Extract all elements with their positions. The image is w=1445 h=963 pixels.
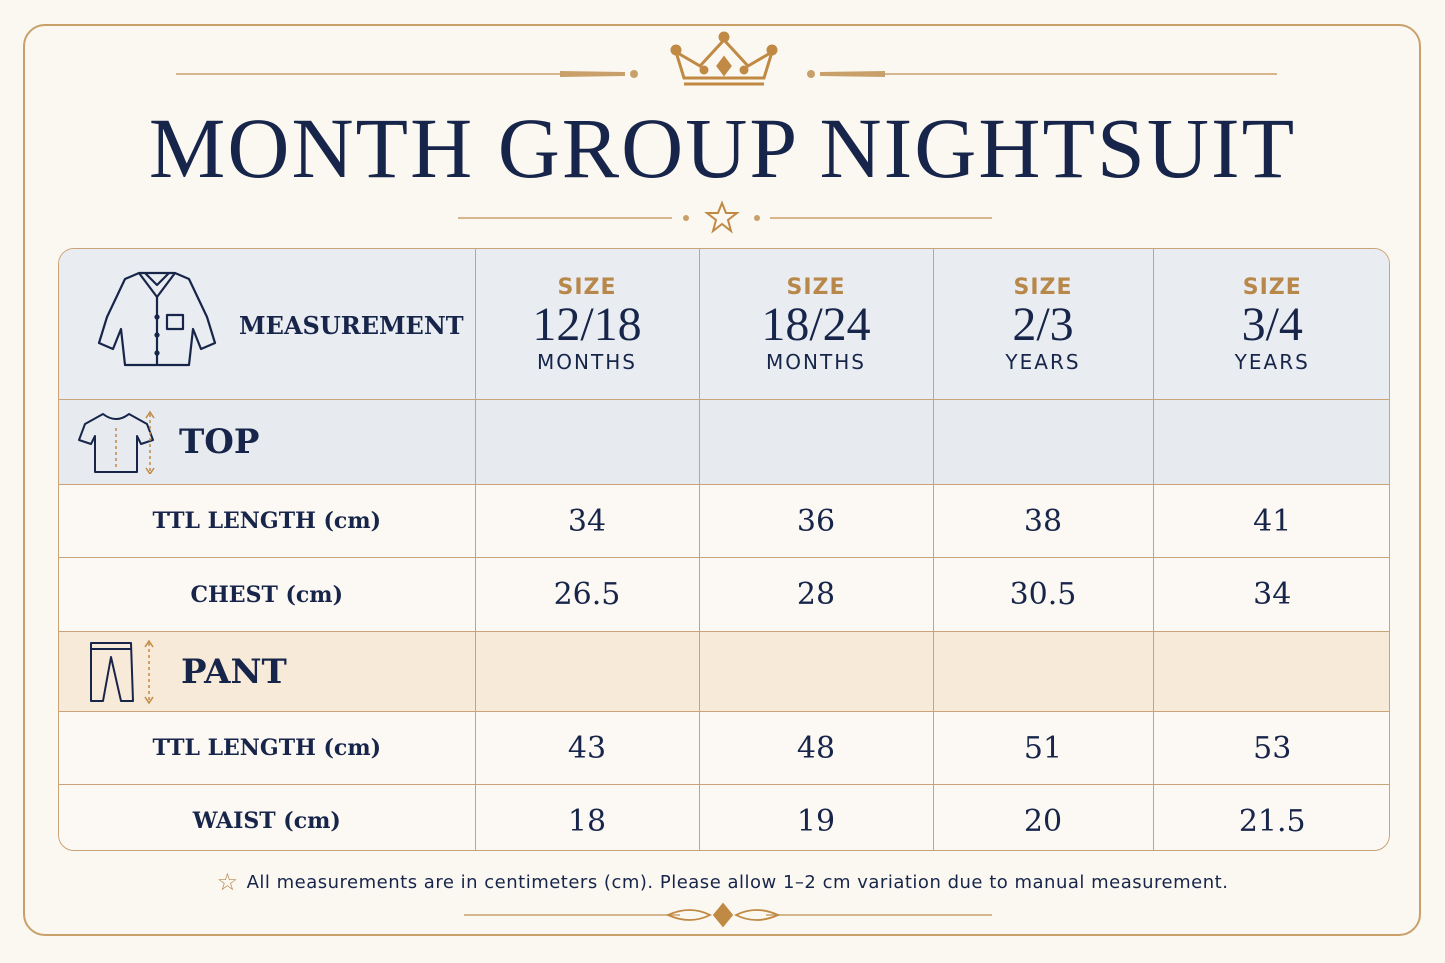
value: 38 [1023,503,1063,539]
footnote-text: All measurements are in centimeters (cm)… [246,872,1229,893]
size-label: SIZE [786,274,846,300]
value-cell: 21.5 [1152,784,1389,850]
value: 43 [567,730,607,766]
value: 18 [567,803,607,839]
measurement-header: MEASUREMENT [59,249,476,400]
value: 51 [1023,730,1063,766]
value-cell: 18 [474,784,700,850]
size-chart-table: MEASUREMENT SIZE 12/18 MONTHS SIZE 18/24… [58,248,1390,851]
section-label-top: TOP [59,399,476,485]
size-unit: MONTHS [537,349,637,374]
header-row: MEASUREMENT SIZE 12/18 MONTHS SIZE 18/24… [59,249,1389,400]
row-label: TTL LENGTH (cm) [59,711,476,785]
empty-cell [698,399,934,485]
value-cell: 34 [1152,557,1389,632]
value-cell: 19 [698,784,934,850]
row-label: WAIST (cm) [59,784,476,850]
top-ornament [176,31,1277,86]
size-value: 12/18 [532,297,642,351]
value: 20 [1023,803,1063,839]
row-label: TTL LENGTH (cm) [59,484,476,558]
value-cell: 41 [1152,484,1389,558]
section-title-top: TOP [179,422,260,462]
table-row: WAIST (cm) 18 19 20 21.5 [59,784,1389,850]
size-header-2: SIZE 18/24 MONTHS [698,249,934,400]
value-cell: 34 [474,484,700,558]
empty-cell [1152,399,1389,485]
empty-cell [932,399,1154,485]
crown-icon [670,31,778,86]
size-unit: YEARS [1234,349,1310,374]
table-row: TTL LENGTH (cm) 34 36 38 41 [59,484,1389,558]
row-label-text: TTL LENGTH (cm) [152,508,382,534]
pants-icon [90,639,154,705]
value-cell: 43 [474,711,700,785]
value: 34 [567,503,607,539]
value-cell: 53 [1152,711,1389,785]
size-label: SIZE [1013,274,1073,300]
size-label: SIZE [557,274,617,300]
row-label-text: WAIST (cm) [192,808,341,834]
bottom-ornament [464,902,992,928]
title-divider [458,200,992,234]
value-cell: 28 [698,557,934,632]
value-cell: 38 [932,484,1154,558]
star-icon [704,200,740,234]
measurement-label: MEASUREMENT [239,311,464,340]
row-label: CHEST (cm) [59,557,476,632]
size-label: SIZE [1242,274,1302,300]
value: 41 [1253,503,1292,539]
row-label-text: CHEST (cm) [190,581,343,608]
page-title: MONTH GROUP NIGHTSUIT [148,100,1297,196]
shirt-icon [97,271,217,367]
size-header-3: SIZE 2/3 YEARS [932,249,1154,400]
value-cell: 20 [932,784,1154,850]
value: 26.5 [553,577,621,612]
row-label-text: TTL LENGTH (cm) [152,735,382,761]
section-row-pant: PANT [59,631,1389,712]
section-title-pant: PANT [181,652,287,692]
size-unit: MONTHS [766,349,866,374]
value: 36 [796,503,836,539]
value: 19 [796,803,836,839]
tshirt-icon [78,410,155,474]
value: 48 [796,730,836,766]
size-header-1: SIZE 12/18 MONTHS [474,249,700,400]
value-cell: 48 [698,711,934,785]
size-header-4: SIZE 3/4 YEARS [1152,249,1389,400]
table-row: TTL LENGTH (cm) 43 48 51 53 [59,711,1389,785]
empty-cell [1152,631,1389,712]
size-value: 2/3 [1012,297,1074,351]
footnote: ☆ All measurements are in centimeters (cm… [0,868,1445,896]
empty-cell [474,631,700,712]
value: 34 [1253,577,1292,612]
value: 53 [1253,730,1292,766]
value-cell: 36 [698,484,934,558]
value-cell: 26.5 [474,557,700,632]
value-cell: 51 [932,711,1154,785]
empty-cell [698,631,934,712]
value: 30.5 [1009,577,1077,612]
star-icon: ☆ [216,868,239,896]
empty-cell [932,631,1154,712]
empty-cell [474,399,700,485]
value: 21.5 [1238,803,1306,839]
size-value: 3/4 [1241,297,1303,351]
value-cell: 30.5 [932,557,1154,632]
table-row: CHEST (cm) 26.5 28 30.5 34 [59,557,1389,632]
value: 28 [796,577,836,612]
size-unit: YEARS [1005,349,1081,374]
section-label-pant: PANT [59,631,476,712]
section-row-top: TOP [59,399,1389,485]
flourish-icon [665,902,781,928]
size-value: 18/24 [761,297,871,351]
